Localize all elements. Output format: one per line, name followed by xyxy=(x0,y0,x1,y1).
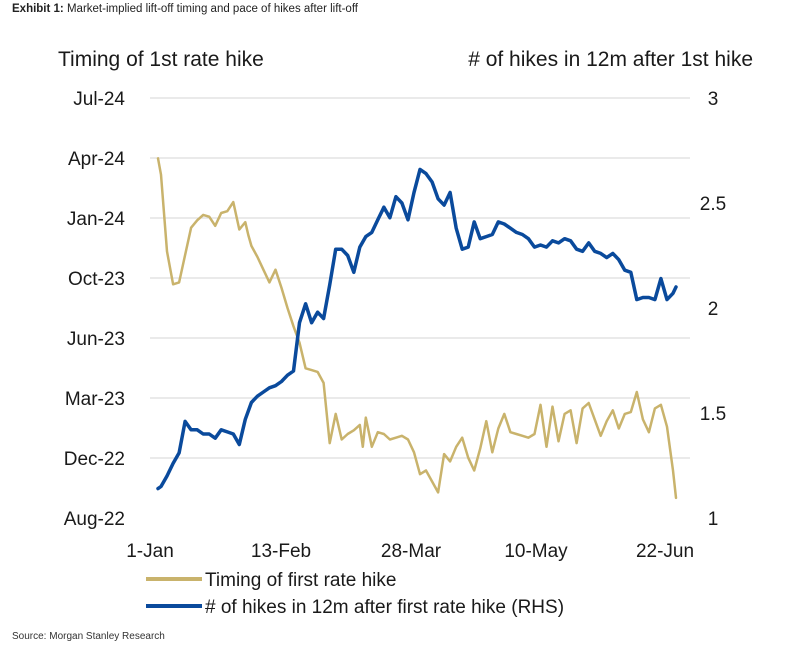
left-tick-label: Aug-22 xyxy=(64,509,125,530)
right-tick-label: 2 xyxy=(708,299,719,320)
left-tick-label: Dec-22 xyxy=(64,449,125,470)
exhibit-caption: Exhibit 1: Market-implied lift-off timin… xyxy=(12,3,358,15)
left-tick-label: Jun-23 xyxy=(67,329,125,350)
right-tick-label: 3 xyxy=(708,89,719,110)
left-tick-label: Jan-24 xyxy=(67,209,126,230)
right-axis: 3 2.5 2 1.5 1 xyxy=(700,89,726,530)
source-note: Source: Morgan Stanley Research xyxy=(12,631,165,642)
grid-lines xyxy=(150,97,690,459)
left-tick-label: Oct-23 xyxy=(68,269,125,290)
series-timing-line xyxy=(156,157,678,500)
left-tick-label: Jul-24 xyxy=(73,89,125,110)
left-tick-label: Apr-24 xyxy=(68,149,125,170)
series-hikes-line xyxy=(156,167,678,491)
x-tick-label: 22-Jun xyxy=(636,541,694,562)
right-tick-label: 1 xyxy=(708,509,719,530)
x-tick-label: 28-Mar xyxy=(381,541,442,562)
legend-label-timing: Timing of first rate hike xyxy=(205,570,396,591)
right-axis-title: # of hikes in 12m after 1st hike xyxy=(468,48,753,71)
left-axis-title: Timing of 1st rate hike xyxy=(58,48,264,71)
x-axis: 1-Jan 13-Feb 28-Mar 10-May 22-Jun xyxy=(126,541,694,562)
x-tick-label: 10-May xyxy=(504,541,568,562)
x-tick-label: 13-Feb xyxy=(251,541,311,562)
x-tick-label: 1-Jan xyxy=(126,541,174,562)
exhibit-label: Exhibit 1: xyxy=(12,3,64,15)
right-tick-label: 1.5 xyxy=(700,404,726,425)
exhibit-title: Market-implied lift-off timing and pace … xyxy=(66,3,359,15)
left-axis: Jul-24 Apr-24 Jan-24 Oct-23 Jun-23 Mar-23 Dec-… xyxy=(64,89,126,530)
plot-series xyxy=(156,157,678,500)
left-tick-label: Mar-23 xyxy=(65,389,125,410)
legend: Timing of first rate hike # of hikes in … xyxy=(146,570,564,618)
right-tick-label: 2.5 xyxy=(700,194,726,215)
legend-label-hikes: # of hikes in 12m after first rate hike … xyxy=(205,597,564,618)
